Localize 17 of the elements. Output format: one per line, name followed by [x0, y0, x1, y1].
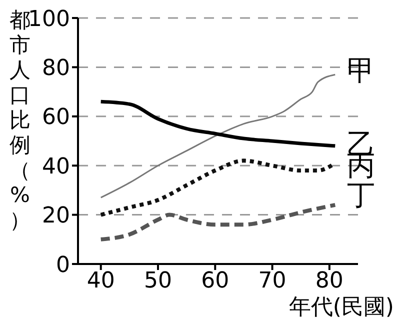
y-tick-label: 40: [42, 154, 70, 180]
x-tick-label: 60: [201, 268, 230, 294]
x-tick-label: 80: [315, 268, 344, 294]
series-label: 丁: [347, 178, 376, 212]
x-tick-label: 50: [144, 268, 172, 294]
line-series: [100, 74, 336, 198]
y-tick-label: 60: [42, 105, 70, 130]
x-tick-label: 70: [258, 268, 286, 294]
series-label: 甲: [347, 54, 376, 88]
y-tick-label: 20: [42, 204, 70, 229]
y-tick-label: 0: [56, 252, 70, 278]
line-series: [98, 202, 338, 242]
y-tick-label: 80: [42, 56, 70, 82]
x-axis-title: 年代(民國): [288, 294, 394, 322]
line-series: [99, 100, 337, 148]
text: 都市人口比例（%）: [10, 8, 30, 232]
x-tick-label: 40: [86, 268, 115, 294]
